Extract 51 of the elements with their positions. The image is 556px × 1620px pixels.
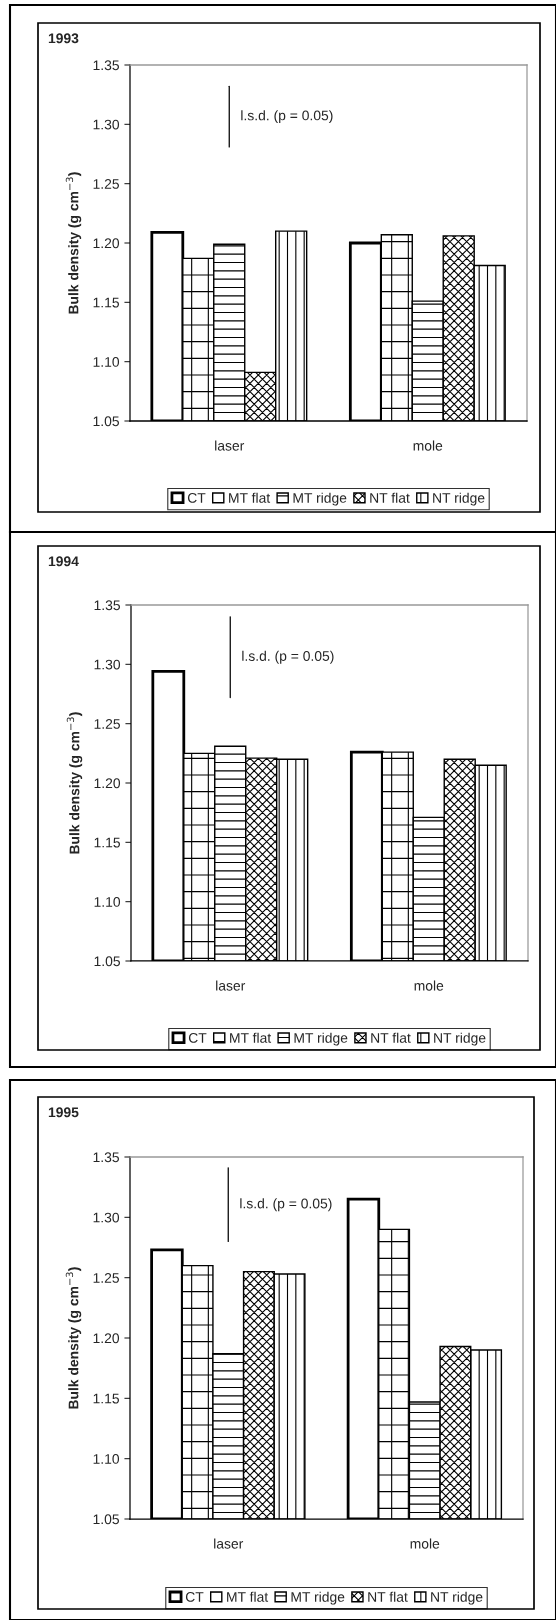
y-tick-label: 1.20	[94, 778, 121, 789]
y-tick-label: 1.30	[93, 119, 120, 130]
chart-title: 1994	[48, 556, 79, 567]
y-tick-label: 1.20	[93, 1333, 120, 1344]
x-tick-label: laser	[216, 980, 246, 991]
legend-label: MT flat	[227, 1591, 269, 1602]
y-tick-label: 1.05	[93, 1514, 119, 1525]
x-tick-label: mole	[414, 980, 444, 991]
annotation: l.s.d. (p = 0.05)	[242, 650, 334, 664]
legend-label: MT ridge	[294, 1032, 348, 1046]
legend-label: NT ridge	[433, 492, 485, 506]
y-tick-label: 1.15	[93, 297, 119, 308]
y-tick-label: 1.25	[93, 1273, 119, 1283]
y-tick-label: 1.10	[93, 1454, 120, 1464]
x-tick-label: mole	[410, 1538, 440, 1549]
y-tick-label: 1.15	[94, 837, 120, 848]
y-tick-label: 1.20	[93, 238, 120, 249]
y-tick-label: 1.05	[93, 416, 119, 427]
legend-label: MT ridge	[291, 1591, 345, 1605]
y-axis-title: Bulk density (g cm$^{−3}$)	[66, 712, 83, 854]
y-tick-label: 1.25	[94, 719, 120, 729]
y-tick-label: 1.35	[93, 60, 119, 71]
legend-label: CT	[188, 1033, 207, 1043]
y-tick-label: 1.05	[94, 956, 120, 967]
legend-label: NT flat	[370, 492, 410, 503]
y-tick-label: 1.35	[93, 1152, 119, 1163]
x-tick-label: laser	[214, 1538, 244, 1549]
x-tick-label: mole	[413, 440, 443, 451]
legend-label: MT flat	[229, 492, 271, 503]
legend-label: NT ridge	[434, 1032, 486, 1046]
y-tick-label: 1.15	[93, 1393, 119, 1404]
y-tick-label: 1.25	[93, 179, 119, 189]
legend-label: NT ridge	[431, 1591, 483, 1605]
legend-label: CT	[187, 493, 206, 503]
y-tick-label: 1.10	[94, 897, 121, 907]
legend-label: NT flat	[371, 1032, 411, 1043]
y-axis-title: Bulk density (g cm$^{−3}$)	[65, 1267, 82, 1409]
y-tick-label: 1.10	[93, 357, 120, 367]
y-axis-title: Bulk density (g cm$^{−3}$)	[65, 172, 82, 314]
legend-label: CT	[185, 1592, 204, 1602]
chart-title: 1993	[48, 33, 79, 44]
legend-label: MT ridge	[293, 492, 347, 506]
legend-label: MT flat	[230, 1032, 272, 1043]
x-tick-label: laser	[215, 440, 245, 451]
legend-label: NT flat	[368, 1591, 408, 1602]
annotation: l.s.d. (p = 0.05)	[240, 1198, 332, 1212]
annotation: l.s.d. (p = 0.05)	[241, 110, 333, 124]
y-tick-label: 1.35	[94, 600, 120, 611]
y-tick-label: 1.30	[94, 659, 121, 670]
y-tick-label: 1.30	[93, 1212, 120, 1223]
chart-title: 1995	[48, 1107, 79, 1118]
